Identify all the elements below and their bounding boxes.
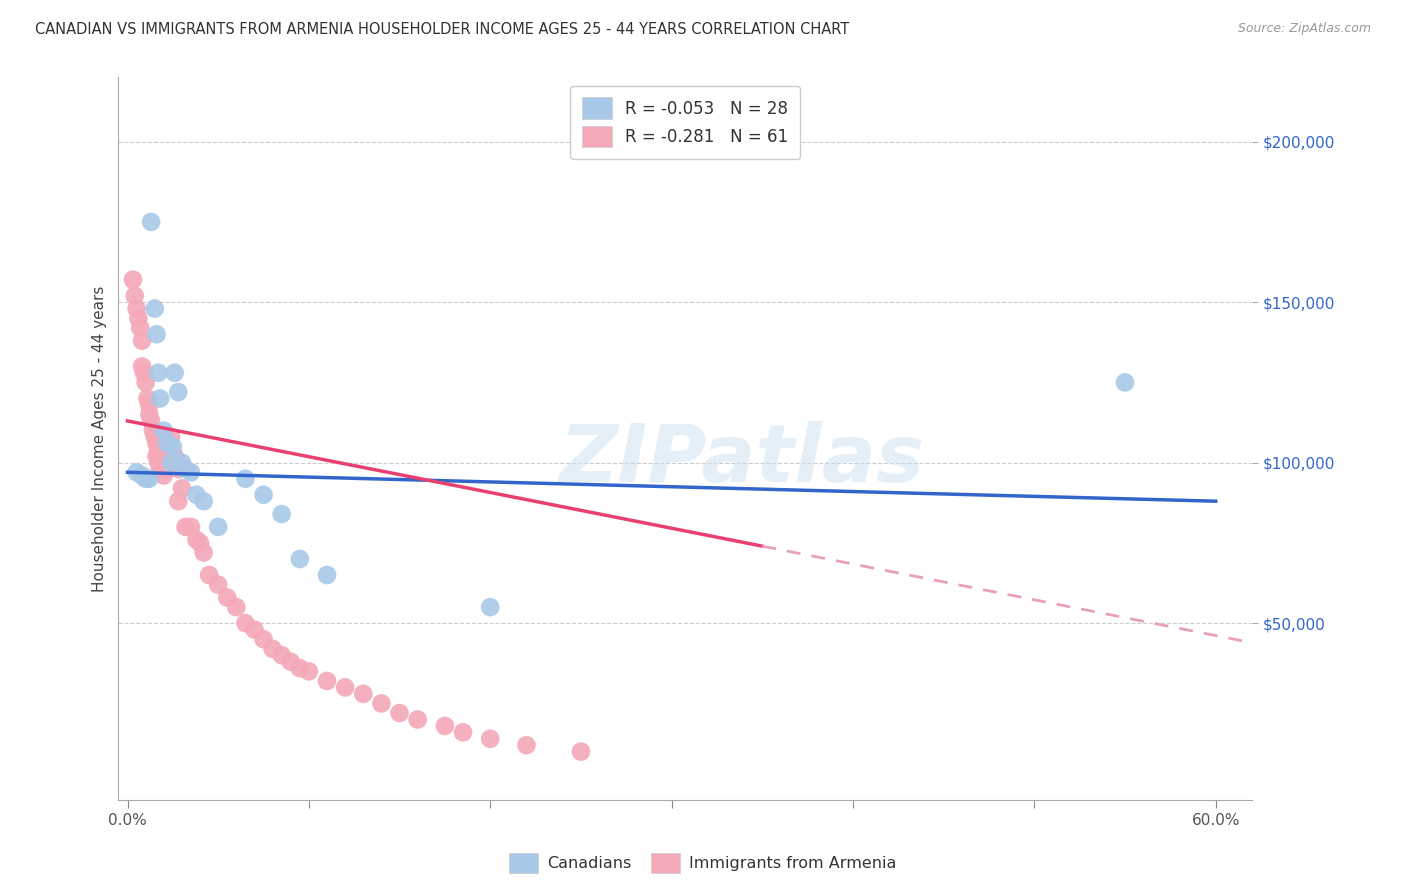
Point — [1114, 376, 1136, 390]
Point — [149, 392, 172, 406]
Legend: Canadians, Immigrants from Armenia: Canadians, Immigrants from Armenia — [503, 847, 903, 880]
Point — [145, 436, 167, 450]
Point — [132, 366, 155, 380]
Point — [288, 552, 311, 566]
Point — [288, 661, 311, 675]
Point — [155, 462, 177, 476]
Point — [139, 215, 162, 229]
Point — [148, 442, 170, 457]
Point — [388, 706, 411, 720]
Point — [152, 468, 174, 483]
Point — [129, 321, 152, 335]
Point — [149, 462, 172, 476]
Point — [148, 456, 170, 470]
Point — [160, 430, 183, 444]
Point — [156, 440, 179, 454]
Point — [135, 472, 157, 486]
Legend: R = -0.053   N = 28, R = -0.281   N = 61: R = -0.053 N = 28, R = -0.281 N = 61 — [571, 86, 800, 159]
Point — [207, 577, 229, 591]
Point — [433, 719, 456, 733]
Point — [316, 568, 339, 582]
Point — [138, 398, 160, 412]
Text: CANADIAN VS IMMIGRANTS FROM ARMENIA HOUSEHOLDER INCOME AGES 25 - 44 YEARS CORREL: CANADIAN VS IMMIGRANTS FROM ARMENIA HOUS… — [35, 22, 849, 37]
Point — [170, 481, 193, 495]
Point — [316, 673, 339, 688]
Point — [243, 623, 266, 637]
Point — [131, 468, 153, 483]
Text: ZIPatlas: ZIPatlas — [560, 421, 924, 500]
Point — [122, 273, 145, 287]
Point — [225, 600, 247, 615]
Point — [174, 520, 197, 534]
Point — [235, 616, 257, 631]
Text: Source: ZipAtlas.com: Source: ZipAtlas.com — [1237, 22, 1371, 36]
Y-axis label: Householder Income Ages 25 - 44 years: Householder Income Ages 25 - 44 years — [93, 285, 107, 591]
Point — [252, 488, 274, 502]
Point — [515, 738, 537, 752]
Point — [150, 456, 173, 470]
Point — [143, 301, 166, 316]
Point — [124, 289, 146, 303]
Point — [142, 424, 165, 438]
Point — [127, 311, 149, 326]
Point — [125, 301, 148, 316]
Point — [148, 366, 170, 380]
Point — [186, 488, 208, 502]
Point — [270, 648, 292, 663]
Point — [569, 745, 592, 759]
Point — [479, 600, 502, 615]
Point — [152, 424, 174, 438]
Point — [207, 520, 229, 534]
Point — [170, 456, 193, 470]
Point — [262, 641, 284, 656]
Point — [352, 687, 374, 701]
Point — [252, 632, 274, 647]
Point — [298, 665, 321, 679]
Point — [162, 456, 184, 470]
Point — [156, 436, 179, 450]
Point — [149, 449, 172, 463]
Point — [174, 462, 197, 476]
Point — [406, 713, 429, 727]
Point — [136, 392, 159, 406]
Point — [139, 414, 162, 428]
Point — [188, 536, 211, 550]
Point — [138, 408, 160, 422]
Point — [198, 568, 221, 582]
Point — [333, 681, 356, 695]
Point — [152, 456, 174, 470]
Point — [138, 472, 160, 486]
Point — [160, 456, 183, 470]
Point — [145, 327, 167, 342]
Point — [145, 449, 167, 463]
Point — [180, 465, 202, 479]
Point — [131, 359, 153, 374]
Point — [163, 449, 186, 463]
Point — [193, 494, 215, 508]
Point — [162, 440, 184, 454]
Point — [186, 533, 208, 547]
Point — [131, 334, 153, 348]
Point — [135, 376, 157, 390]
Point — [163, 366, 186, 380]
Point — [125, 465, 148, 479]
Point — [157, 442, 180, 457]
Point — [451, 725, 474, 739]
Point — [479, 731, 502, 746]
Point — [167, 462, 190, 476]
Point — [280, 655, 302, 669]
Point — [180, 520, 202, 534]
Point — [370, 697, 392, 711]
Point — [143, 430, 166, 444]
Point — [193, 545, 215, 559]
Point — [217, 591, 239, 605]
Point — [270, 507, 292, 521]
Point — [167, 385, 190, 400]
Point — [235, 472, 257, 486]
Point — [167, 494, 190, 508]
